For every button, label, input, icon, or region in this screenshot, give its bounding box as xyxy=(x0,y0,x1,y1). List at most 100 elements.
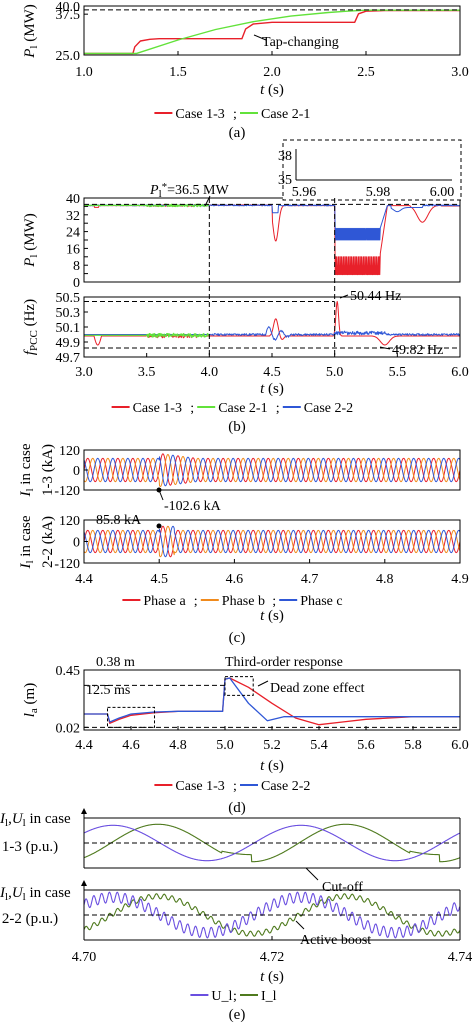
legend-separator: ; xyxy=(194,594,198,609)
legend-label: Case 2-2 xyxy=(304,401,353,416)
y-axis-label-e2: 2-2 (p.u.) xyxy=(2,911,58,927)
series-line-phase-a xyxy=(83,453,461,486)
x-tick-label: 5.8 xyxy=(404,738,422,753)
y-axis-label-c1: 1-3 (kA) xyxy=(40,444,56,496)
y-tick-label: 24 xyxy=(66,226,80,241)
y-tick-label: 0 xyxy=(73,536,80,551)
y-tick-label: 0.45 xyxy=(56,664,81,679)
x-tick-label: 5.4 xyxy=(310,738,328,753)
x-tick-label: 4.9 xyxy=(451,572,469,587)
series-line-case-1-3 xyxy=(84,204,460,276)
zoom-box-dead-zone xyxy=(224,676,254,696)
y-tick-label: 16 xyxy=(66,242,80,257)
legend-separator: ; xyxy=(233,107,237,122)
series-line-case-2-2 xyxy=(84,326,460,341)
inset-x-tick-label: 6.00 xyxy=(430,185,455,200)
inset-box xyxy=(282,139,462,201)
series-line-current xyxy=(83,823,460,863)
legend-separator: ; xyxy=(276,401,280,416)
legend-separator: ; xyxy=(233,989,237,1004)
x-tick-label: 4.6 xyxy=(122,738,140,753)
annotation-active-boost: Active boost xyxy=(300,933,371,948)
annotation-arrow xyxy=(295,920,305,930)
x-tick-label: 6.0 xyxy=(451,365,469,380)
annotation-marker xyxy=(156,523,162,529)
y-axis-label-d: la (m) xyxy=(22,683,40,717)
panel-label-b: (b) xyxy=(228,419,246,435)
y-axis-label-e1a: Il,Ul in case xyxy=(0,811,71,829)
y-tick-label: 25.0 xyxy=(56,49,81,64)
series-line-case-1-3 xyxy=(84,301,460,346)
inset-x-tick-label: 5.96 xyxy=(292,185,317,200)
x-tick-label: 1.0 xyxy=(75,65,93,80)
y-axis-label-c2a: Il in case xyxy=(18,515,36,569)
series-line-phase-a xyxy=(83,525,461,558)
legend-separator: ; xyxy=(190,401,194,416)
y-axis-arrow xyxy=(81,880,87,886)
x-tick-label: 4.4 xyxy=(75,738,93,753)
y-tick-label: 32 xyxy=(66,209,80,224)
y-tick-label: 50.5 xyxy=(56,291,81,306)
series-line-case-2-2 xyxy=(83,204,461,241)
legend-label: Case 1-3 xyxy=(175,107,224,122)
y-tick-label: 0 xyxy=(73,276,80,291)
panel-label-d: (d) xyxy=(228,800,246,816)
x-tick-label: 4.4 xyxy=(75,572,93,587)
y-axis-label-a: Pl (MW) xyxy=(22,4,40,58)
frames-layer xyxy=(81,5,462,996)
x-tick-label: 4.5 xyxy=(263,365,281,380)
legend-label: Phase c xyxy=(300,594,342,609)
legend-label: Case 2-1 xyxy=(261,107,310,122)
annotation-arrow xyxy=(257,680,269,687)
y-tick-label: -120 xyxy=(54,557,80,572)
y-tick-label: 0 xyxy=(73,464,80,479)
annotation-arrow xyxy=(305,867,319,881)
annotation-min-current: -102.6 kA xyxy=(164,499,222,514)
annotation-cut-off: Cut-off xyxy=(322,880,363,895)
inset-x-tick-label: 5.98 xyxy=(366,185,391,200)
annotation-level: 0.38 m xyxy=(96,655,135,670)
series-line-case-2-1 xyxy=(83,332,210,338)
x-tick-label: 1.5 xyxy=(169,65,187,80)
x-axis-label-d: t (s) xyxy=(260,758,284,774)
x-tick-label: 5.2 xyxy=(263,738,281,753)
y-tick-label: 40 xyxy=(66,192,80,207)
annotation-dead-zone: Dead zone effect xyxy=(270,681,365,696)
annotation-tap-changing: Tap-changing xyxy=(262,35,339,50)
y-axis-label-b2: fPCC (Hz) xyxy=(22,299,40,355)
x-tick-label: 4.8 xyxy=(376,572,394,587)
y-tick-label: 120 xyxy=(59,514,80,529)
annotation-arrow xyxy=(379,346,391,350)
annotation-arrow xyxy=(339,294,349,299)
x-tick-label: 5.0 xyxy=(216,738,234,753)
y-tick-label: 49.9 xyxy=(56,336,81,351)
y-axis-arrow xyxy=(81,808,87,814)
y-axis-label-b1: Pl (MW) xyxy=(22,213,40,267)
annotation-arrow xyxy=(204,195,211,207)
x-axis-label-c: t (s) xyxy=(260,608,284,624)
series-line-case-2-2 xyxy=(84,677,460,723)
panel-label-a: (a) xyxy=(229,125,246,141)
series-line-phase-c xyxy=(83,454,461,487)
zoom-box-third-order xyxy=(107,706,155,728)
legend-separator: ; xyxy=(272,594,276,609)
y-tick-label: 50.3 xyxy=(56,306,81,321)
x-tick-label: 3.5 xyxy=(138,365,156,380)
x-axis-label-a: t (s) xyxy=(260,82,284,98)
series-line-voltage xyxy=(83,824,460,862)
y-tick-label: -120 xyxy=(54,484,80,499)
annotation-trough: 49.82 Hz xyxy=(392,343,443,358)
x-tick-label: 6.0 xyxy=(451,738,469,753)
legend-label: U_l xyxy=(211,989,232,1004)
x-tick-label: 4.72 xyxy=(260,950,285,965)
legend-label: Case 2-1 xyxy=(218,401,267,416)
y-tick-label: 49.7 xyxy=(56,351,81,366)
x-tick-label: 4.8 xyxy=(169,738,187,753)
series-line-phase-b xyxy=(83,525,461,558)
y-axis-label-e1: 1-3 (p.u.) xyxy=(2,839,58,855)
annotation-time: 12.5 ms xyxy=(86,683,130,698)
legend-label: Case 2-2 xyxy=(261,779,310,794)
legend-label: I_l xyxy=(261,989,277,1004)
